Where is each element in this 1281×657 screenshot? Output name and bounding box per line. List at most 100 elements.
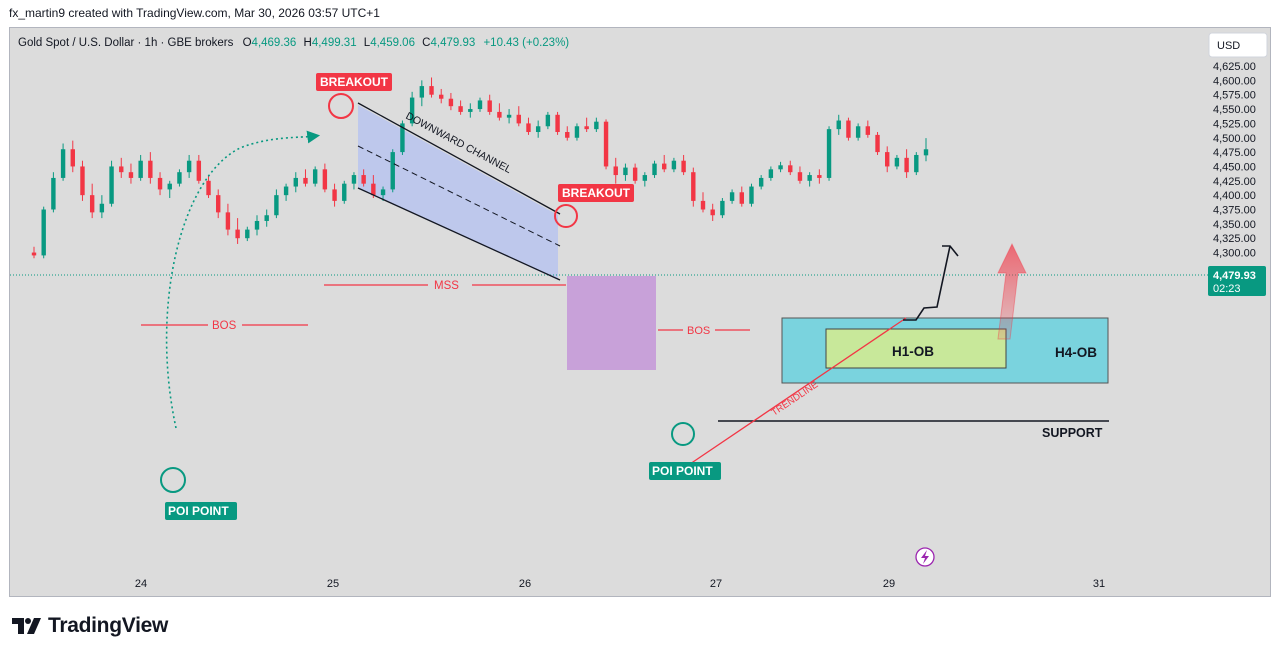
candle-body (526, 123, 531, 133)
candle-body (51, 177, 56, 210)
candle-body (758, 177, 764, 187)
candle-body (894, 157, 900, 167)
candle-body (303, 177, 308, 184)
candle-body (477, 100, 483, 110)
y-tick-label: 4,375.00 (1213, 205, 1256, 217)
x-tick-label: 26 (519, 578, 531, 590)
candle-body (371, 183, 376, 196)
candle-body (700, 200, 706, 210)
candle-body (157, 177, 163, 190)
candle-body (710, 209, 715, 216)
channel-mid-line (357, 145, 561, 247)
candle-body (691, 172, 696, 201)
candle-body (342, 183, 347, 201)
candle-body (245, 229, 250, 239)
trendline-label: TRENDLINE (770, 379, 821, 418)
tradingview-logo-icon (12, 618, 41, 634)
open-label: O (243, 37, 252, 49)
candle-body (351, 175, 357, 184)
y-tick-label: 4,525.00 (1213, 118, 1256, 130)
candle-body (167, 183, 172, 190)
candle-body (836, 120, 841, 130)
candle-body (788, 165, 793, 173)
poi-circle-1 (160, 467, 186, 493)
candle-body (914, 154, 919, 173)
candle-body (380, 189, 386, 196)
candle-body (545, 114, 551, 127)
currency-label: USD (1217, 40, 1240, 52)
x-tick-label: 27 (710, 578, 722, 590)
channel-lower-line (357, 187, 561, 281)
candle-body (739, 192, 744, 204)
candle-body (623, 167, 628, 176)
candle-body (797, 172, 803, 181)
candlestick-chart[interactable]: Gold Spot / U.S. Dollar · 1h · GBE broke… (10, 28, 1270, 596)
candle-body (574, 126, 580, 138)
downward-channel-zone (358, 105, 558, 280)
symbol-label: Gold Spot / U.S. Dollar · 1h · GBE broke… (18, 37, 234, 49)
y-tick-label: 4,625.00 (1213, 61, 1256, 73)
lightning-icon[interactable] (915, 547, 935, 567)
chart-frame[interactable]: Gold Spot / U.S. Dollar · 1h · GBE broke… (9, 27, 1271, 597)
x-tick-label: 25 (327, 578, 339, 590)
candle-body (254, 220, 260, 230)
candle-body (225, 212, 231, 230)
candle-body (89, 195, 95, 213)
candle-body (206, 180, 211, 196)
close-value: 4,479.93 (430, 37, 475, 49)
y-tick-label: 4,425.00 (1213, 176, 1256, 188)
candle-body (458, 106, 463, 112)
candle-body (235, 229, 240, 239)
y-tick-label: 4,575.00 (1213, 90, 1256, 102)
high-value: 4,499.31 (312, 37, 357, 49)
y-tick-label: 4,325.00 (1213, 233, 1256, 245)
breakout-badge-1: BREAKOUT (316, 73, 392, 91)
close-label: C (422, 37, 430, 49)
candle-body (31, 252, 37, 256)
last-price-value: 4,479.93 (1213, 270, 1256, 282)
countdown-timer: 02:23 (1213, 283, 1241, 295)
x-tick-label: 24 (135, 578, 147, 590)
mss-label: MSS (434, 280, 459, 292)
time-axis[interactable]: 24 25 26 27 29 31 (135, 578, 1105, 590)
candle-body (594, 121, 599, 130)
candle-body (148, 160, 153, 178)
svg-text:BREAKOUT: BREAKOUT (320, 75, 389, 89)
candle-body (41, 209, 46, 256)
candle-body (855, 126, 861, 138)
poi-badge-2: POI POINT (649, 462, 721, 480)
candle-body (264, 215, 269, 221)
candle-body (390, 152, 395, 190)
breakout-circle-2 (554, 204, 578, 228)
candle-body (565, 132, 570, 138)
target-arrow-red (997, 242, 1027, 340)
candle-body (632, 167, 638, 181)
candle-body (817, 175, 822, 178)
chart-header: Gold Spot / U.S. Dollar · 1h · GBE broke… (18, 37, 569, 49)
candle-body (584, 126, 589, 130)
price-axis[interactable]: 4,625.00 4,600.00 4,575.00 4,550.00 4,525.00… (1213, 61, 1256, 260)
svg-text:POI POINT: POI POINT (168, 504, 229, 518)
candle-body (80, 166, 85, 196)
projection-arrowhead (942, 245, 959, 257)
bos-label-1: BOS (212, 320, 237, 332)
low-label: L (364, 37, 371, 49)
candle-body (778, 165, 783, 170)
svg-text:POI POINT: POI POINT (652, 464, 713, 478)
candle-body (497, 111, 502, 118)
candle-body (196, 160, 202, 181)
candle-body (361, 175, 366, 184)
y-tick-label: 4,550.00 (1213, 104, 1256, 116)
candle-body (506, 114, 512, 118)
h4-ob-label: H4-OB (1055, 345, 1097, 360)
candle-body (332, 189, 337, 201)
candle-body (516, 114, 521, 124)
candle-body (768, 169, 774, 178)
candle-body (400, 123, 405, 153)
candle-body (274, 195, 279, 216)
candle-body (875, 134, 880, 153)
candle-body (322, 169, 328, 190)
currency-button[interactable]: USD (1208, 32, 1268, 58)
tradingview-logo[interactable]: TradingView (12, 614, 168, 638)
mss-zone (567, 276, 656, 370)
